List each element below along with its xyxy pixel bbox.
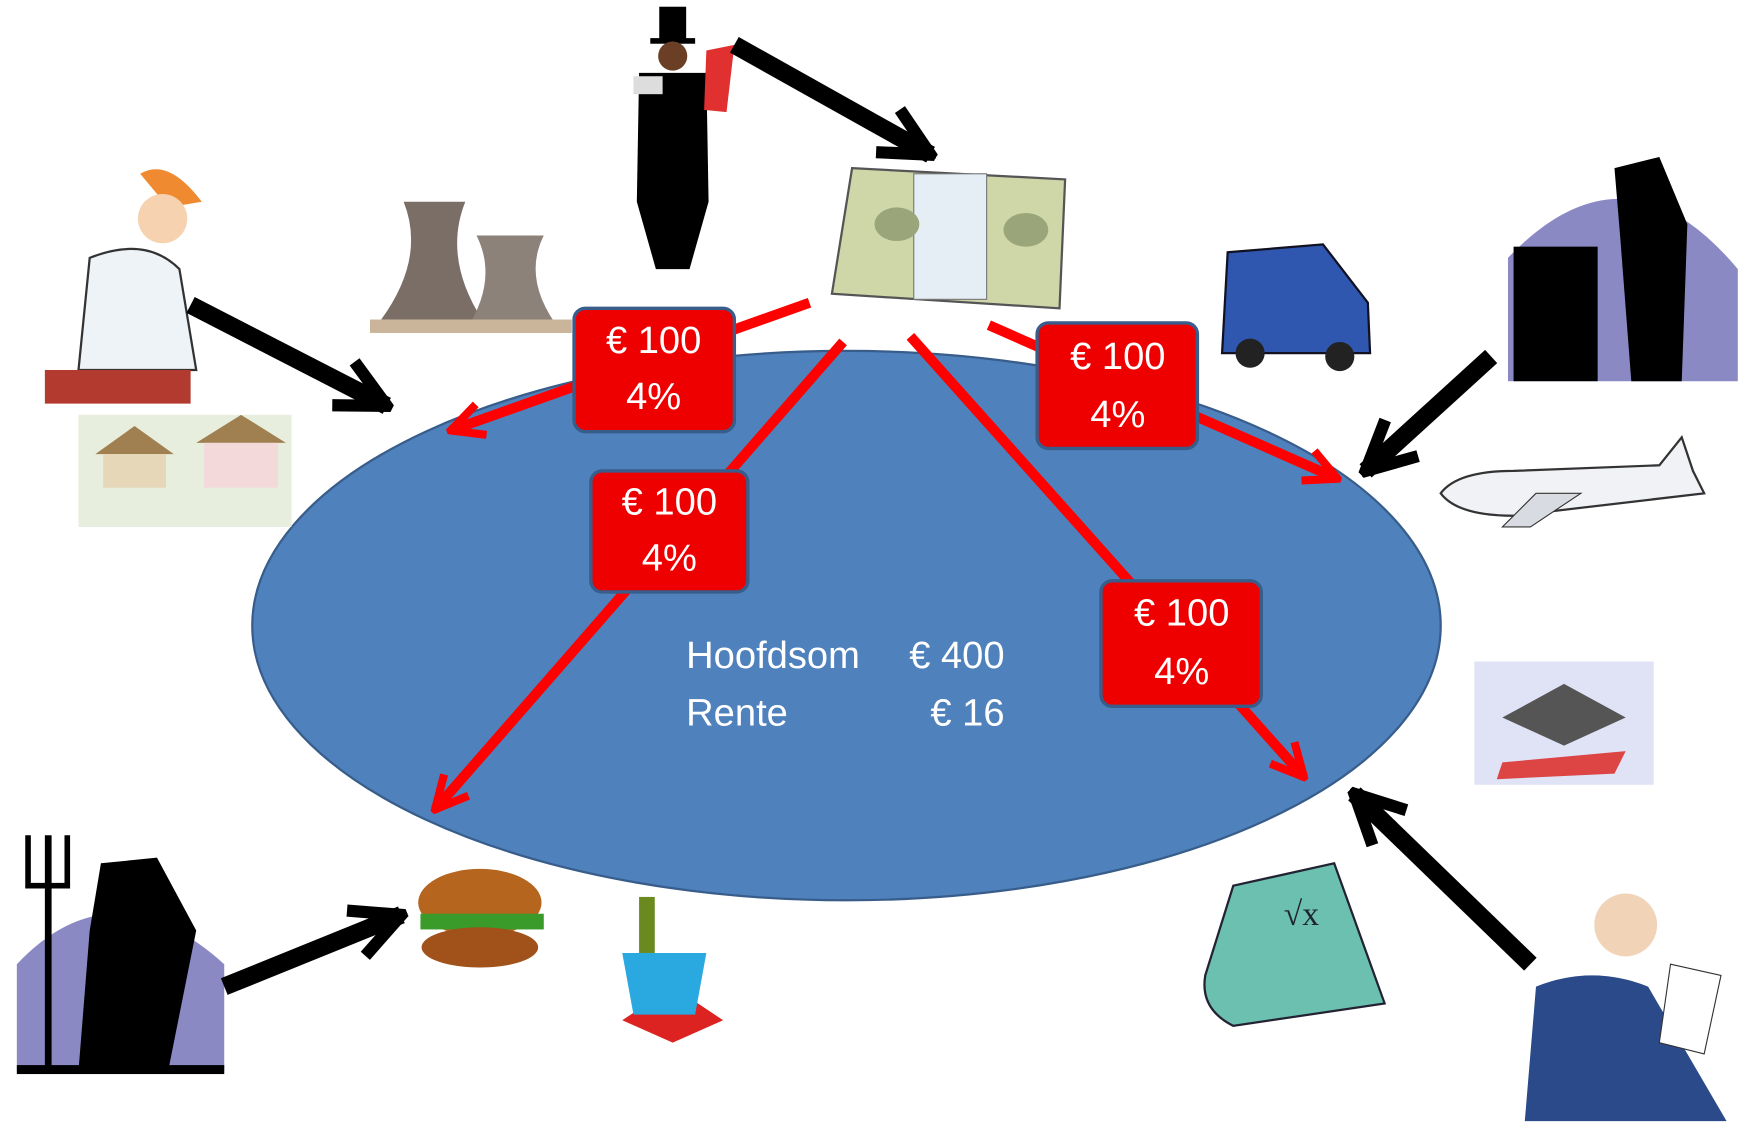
arrow	[186, 296, 387, 414]
butler-figure	[633, 6, 735, 270]
worker-figure	[44, 169, 202, 404]
loan-amount: € 100	[606, 320, 701, 362]
arrow	[1354, 794, 1537, 971]
loan-rate: 4%	[1154, 651, 1209, 693]
arrow	[1366, 349, 1498, 471]
loan-rate: 4%	[626, 376, 681, 418]
loan-box: € 100 4%	[1099, 579, 1263, 709]
loan-amount: € 100	[1134, 593, 1229, 635]
summary-label: Hoofdsom	[686, 635, 860, 677]
summary-value: € 400	[909, 635, 1004, 677]
hamburger	[418, 868, 544, 968]
cameraman-figure	[1507, 156, 1738, 382]
arrow	[729, 37, 930, 163]
loan-box: € 100 4%	[1035, 321, 1200, 451]
businessman-figure	[1524, 893, 1727, 1122]
houses	[78, 414, 292, 527]
math-book: √x	[1203, 861, 1387, 1028]
loan-amount: € 100	[1070, 336, 1165, 378]
van	[1220, 243, 1372, 372]
loan-amount: € 100	[622, 482, 717, 524]
loan-box: € 100 4%	[572, 306, 737, 434]
airplane	[1439, 434, 1706, 528]
arrow	[220, 915, 401, 995]
money-stack	[830, 167, 1067, 310]
loan-rate: 4%	[1090, 394, 1145, 436]
economy-ellipse	[251, 349, 1442, 902]
graduation-cap	[1474, 661, 1654, 785]
contribution-arrows	[186, 37, 1537, 995]
farmer-figure	[16, 835, 225, 1075]
loan-rate: 4%	[642, 538, 697, 580]
summary-value: € 16	[930, 692, 1004, 734]
loan-box: € 100 4%	[589, 469, 750, 594]
svg-text:√x: √x	[1284, 896, 1319, 933]
cooling-towers	[369, 201, 572, 333]
summary-label: Rente	[686, 692, 788, 734]
champagne-bucket	[622, 896, 724, 1043]
